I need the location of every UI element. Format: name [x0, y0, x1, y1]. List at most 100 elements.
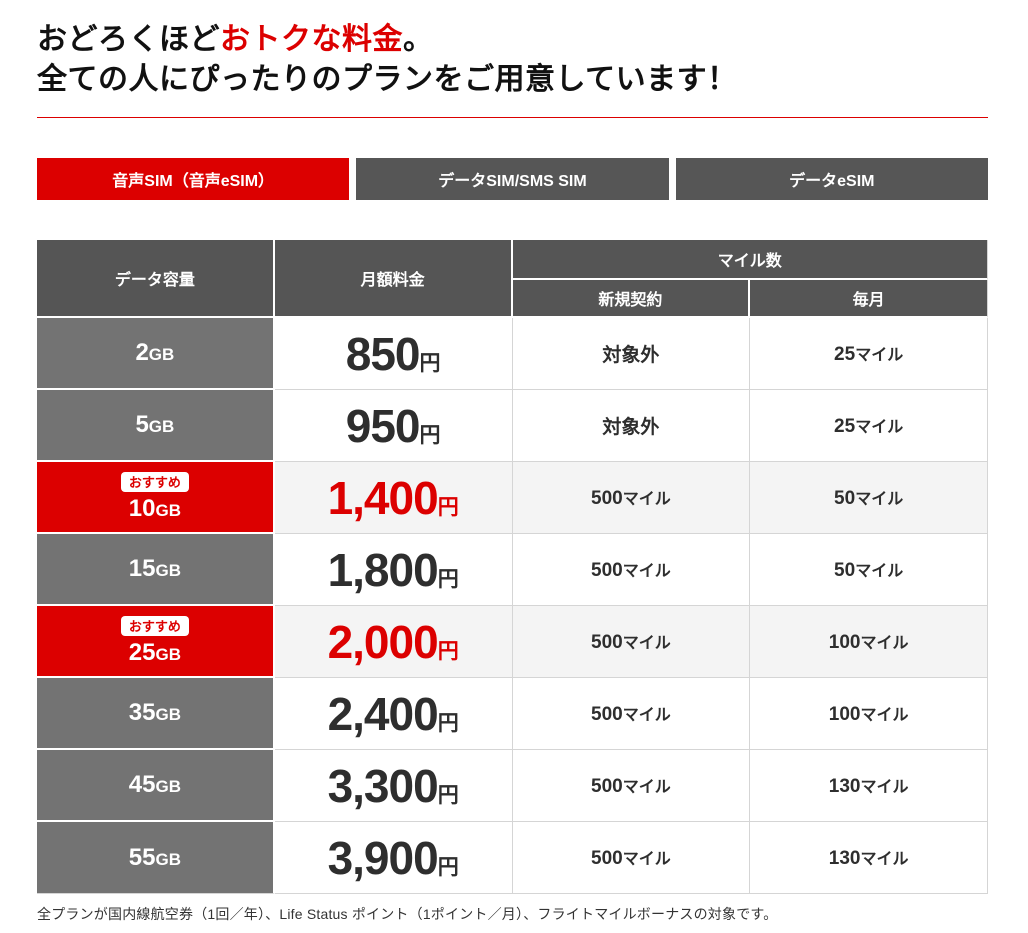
monthly-value: 25 [834, 416, 856, 437]
price-value: 2,000 [327, 615, 439, 668]
new-contract-unit: マイル [622, 707, 671, 724]
monthly-value: 130 [828, 776, 861, 797]
price-unit: 円 [437, 855, 459, 879]
capacity-cell: 55GB [37, 822, 275, 894]
monthly-unit: マイル [855, 419, 904, 436]
page-title-part1: おどろくほど [37, 23, 220, 56]
capacity-cell: 45GB [37, 750, 275, 822]
price-unit: 円 [437, 711, 459, 735]
new-contract-miles-cell: 500マイル [512, 750, 751, 822]
new-contract-miles-cell: 対象外 [512, 318, 751, 390]
capacity-cell: 35GB [37, 678, 275, 750]
capacity-unit: GB [155, 644, 181, 664]
column-header-capacity: データ容量 [37, 240, 275, 318]
capacity-label: 55GB [129, 844, 181, 872]
sim-type-tabs: 音声SIM（音声eSIM） データSIM/SMS SIM データeSIM [37, 158, 988, 200]
price-unit: 円 [419, 423, 441, 447]
new-contract-unit: マイル [622, 851, 671, 868]
capacity-unit: GB [155, 849, 181, 869]
monthly-miles-cell: 130マイル [750, 750, 988, 822]
monthly-miles-cell: 50マイル [750, 534, 988, 606]
page-title-highlight: おトクな料金 [220, 23, 403, 56]
price-cell: 3,300円 [274, 750, 513, 822]
capacity-cell: おすすめ 25GB [37, 606, 275, 678]
column-header-price: 月額料金 [274, 240, 513, 318]
monthly-value: 100 [828, 632, 861, 653]
tab-label: 音声SIM（音声eSIM） [112, 173, 275, 190]
price-cell: 1,800円 [274, 534, 513, 606]
monthly-value: 50 [834, 488, 856, 509]
new-contract-value: 500 [591, 848, 623, 869]
price-cell: 850円 [274, 318, 513, 390]
plan-table-row: おすすめ 25GB 2,000円 500マイル 100マイル [37, 606, 988, 678]
capacity-cell: 5GB [37, 390, 275, 462]
price-value: 3,900 [327, 831, 439, 884]
sim-type-tab[interactable]: データSIM/SMS SIM [356, 158, 669, 200]
column-header-monthly: 毎月 [750, 280, 988, 318]
capacity-label: 2GB [135, 339, 174, 367]
column-header-new-contract: 新規契約 [512, 280, 751, 318]
monthly-miles-cell: 25マイル [750, 390, 988, 462]
capacity-label: 45GB [129, 771, 181, 799]
recommended-badge: おすすめ [120, 615, 189, 636]
price-unit: 円 [437, 495, 459, 519]
plan-pricing-table: データ容量 月額料金 マイル数 新規契約 毎月 2GB 850円 対象外 25マ… [37, 240, 988, 894]
capacity-unit: GB [148, 345, 175, 364]
new-contract-value: 500 [591, 632, 623, 653]
new-contract-miles-cell: 500マイル [512, 822, 751, 894]
plan-table-row: 15GB 1,800円 500マイル 50マイル [37, 534, 988, 606]
sim-type-tab[interactable]: データeSIM [675, 158, 988, 200]
monthly-value: 25 [834, 344, 856, 365]
price-unit: 円 [437, 567, 459, 591]
new-contract-value: 対象外 [602, 345, 660, 366]
new-contract-unit: マイル [622, 491, 671, 508]
sim-type-tab[interactable]: 音声SIM（音声eSIM） [37, 158, 350, 200]
new-contract-value: 500 [591, 704, 623, 725]
capacity-value: 45 [128, 771, 156, 798]
monthly-miles-cell: 100マイル [750, 678, 988, 750]
new-contract-value: 500 [591, 488, 623, 509]
price-unit: 円 [437, 639, 459, 663]
plan-footnote: 全プランが国内線航空券（1回／年）、Life Status ポイント（1ポイント… [37, 906, 778, 922]
capacity-unit: GB [155, 500, 181, 520]
monthly-unit: マイル [855, 347, 904, 364]
new-contract-unit: マイル [622, 779, 671, 796]
capacity-label: 15GB [129, 555, 181, 583]
page-subtitle: 全ての人にぴったりのプランをご用意しています！ [37, 63, 738, 96]
capacity-label: 5GB [135, 411, 174, 439]
price-value: 950 [345, 399, 421, 452]
monthly-unit: マイル [855, 563, 904, 580]
monthly-miles-cell: 50マイル [750, 462, 988, 534]
price-cell: 2,000円 [274, 606, 513, 678]
price-cell: 1,400円 [274, 462, 513, 534]
new-contract-value: 500 [591, 776, 623, 797]
tab-label: データeSIM [789, 173, 875, 190]
price-value: 850 [345, 327, 421, 380]
recommended-badge: おすすめ [120, 471, 189, 492]
price-value: 3,300 [327, 759, 439, 812]
new-contract-unit: マイル [622, 635, 671, 652]
new-contract-value: 500 [591, 560, 623, 581]
plan-table-body: 2GB 850円 対象外 25マイル 5GB 950円 対象外 25マイル [37, 318, 988, 894]
monthly-unit: マイル [860, 779, 909, 796]
plan-table-row: 55GB 3,900円 500マイル 130マイル [37, 822, 988, 894]
page-title: おどろくほどおトクな料金。 全ての人にぴったりのプランをご用意しています！ [37, 20, 988, 100]
monthly-unit: マイル [860, 851, 909, 868]
capacity-value: 10 [128, 494, 156, 522]
new-contract-miles-cell: 対象外 [512, 390, 751, 462]
capacity-value: 5 [135, 411, 149, 438]
capacity-cell: 15GB [37, 534, 275, 606]
capacity-unit: GB [155, 561, 181, 580]
capacity-cell: 2GB [37, 318, 275, 390]
plan-table-row: 45GB 3,300円 500マイル 130マイル [37, 750, 988, 822]
capacity-value: 35 [128, 699, 156, 726]
price-cell: 2,400円 [274, 678, 513, 750]
monthly-value: 50 [834, 560, 856, 581]
monthly-unit: マイル [855, 491, 904, 508]
price-unit: 円 [437, 783, 459, 807]
price-cell: 950円 [274, 390, 513, 462]
new-contract-miles-cell: 500マイル [512, 534, 751, 606]
column-header-miles: マイル数 [512, 240, 988, 280]
monthly-miles-cell: 100マイル [750, 606, 988, 678]
